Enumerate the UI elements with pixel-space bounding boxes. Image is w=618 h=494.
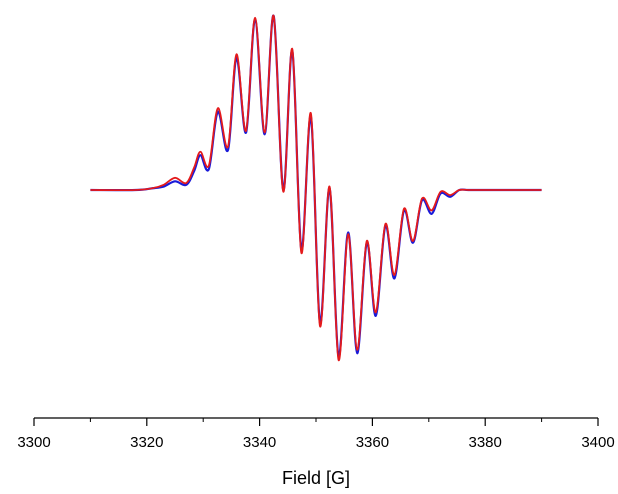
x-tick-label: 3380 <box>469 434 502 451</box>
x-tick-label: 3360 <box>356 434 389 451</box>
series-line-2 <box>90 15 542 361</box>
x-tick-label: 3320 <box>130 434 163 451</box>
series-layer <box>90 14 542 361</box>
x-axis-title: Field [G] <box>282 468 350 488</box>
x-tick-label: 3340 <box>243 434 276 451</box>
x-tick-label: 3300 <box>17 434 50 451</box>
x-tick-label: 3400 <box>581 434 614 451</box>
x-axis-ticks: 3300 3320 3340 3360 3380 3400 <box>17 418 615 451</box>
